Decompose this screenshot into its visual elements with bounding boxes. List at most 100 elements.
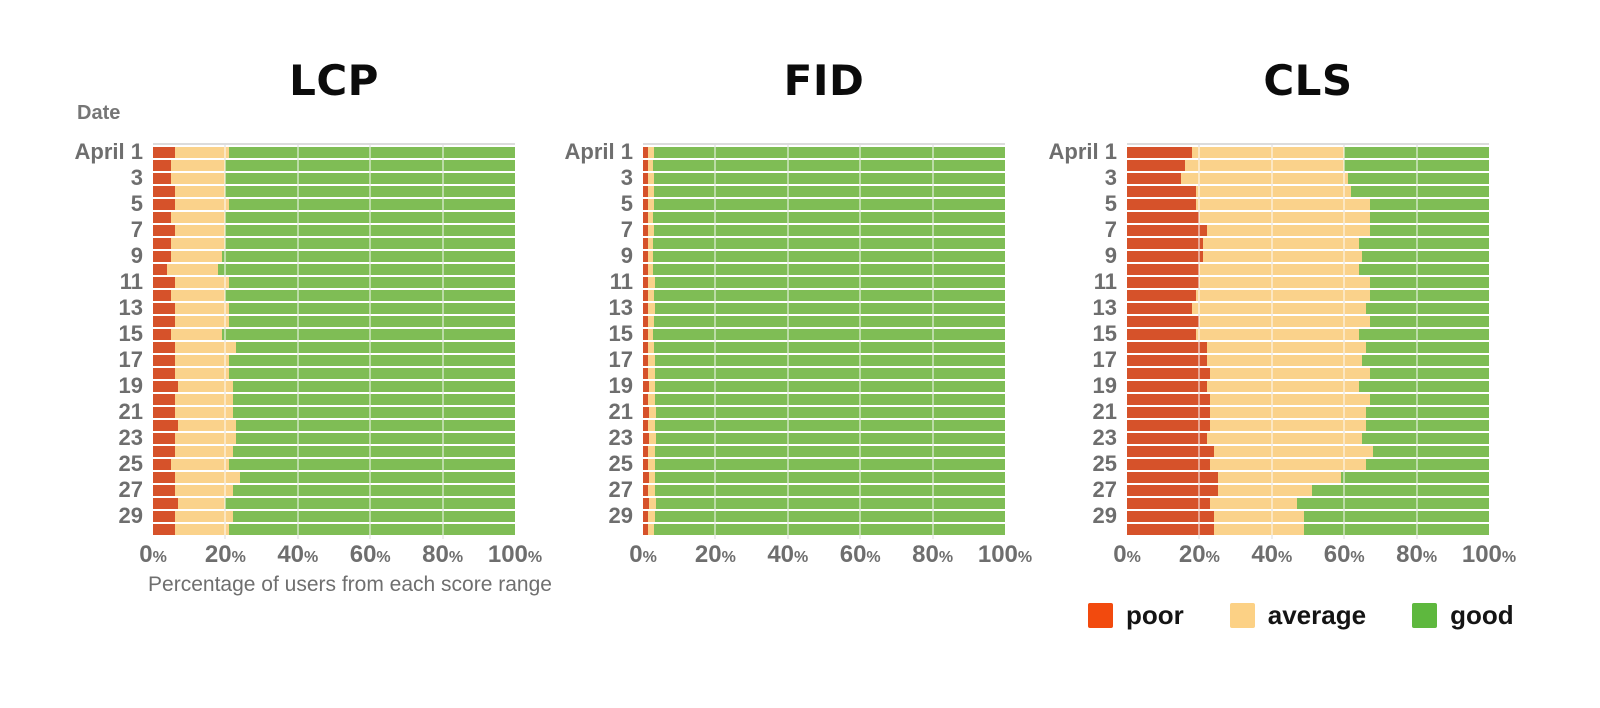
bar-row: [643, 459, 1005, 470]
bar-segment-poor: [643, 368, 649, 379]
bar-segment-poor: [1127, 433, 1207, 444]
bar-segment-poor: [153, 303, 175, 314]
bar-segment-poor: [153, 329, 172, 340]
bar-segment-good: [1340, 472, 1489, 483]
bar-segment-poor: [153, 225, 175, 236]
y-tick-label: 27: [608, 477, 633, 502]
bar-segment-good: [1365, 407, 1489, 418]
bar-segment-poor: [643, 212, 649, 223]
bar-row: [643, 160, 1005, 171]
bar-row: [153, 160, 515, 171]
bar-segment-poor: [153, 160, 172, 171]
y-tick-label: 19: [608, 373, 633, 398]
y-tick-label: 29: [1092, 503, 1117, 528]
percent-sign: %: [1278, 549, 1293, 566]
bar-segment-average: [648, 368, 655, 379]
bar-segment-poor: [1127, 160, 1185, 171]
bar-segment-poor: [1127, 290, 1196, 301]
x-tick-number: 40: [277, 541, 305, 568]
bar-segment-poor: [1127, 264, 1200, 275]
x-tick-label: 40%: [740, 541, 836, 569]
bar-segment-poor: [643, 238, 649, 249]
y-tick-label: 29: [118, 503, 143, 528]
bar-segment-good: [1365, 342, 1489, 353]
bar-segment-average: [648, 147, 654, 158]
bar-segment-average: [174, 394, 233, 405]
bar-row: [1127, 303, 1489, 314]
bar-segment-good: [236, 342, 515, 353]
percent-sign: %: [1205, 549, 1220, 566]
y-tick-label: 15: [1092, 321, 1117, 346]
bar-segment-average: [174, 368, 230, 379]
x-tick-number: 20: [694, 541, 722, 568]
y-tick-label: 13: [608, 295, 633, 320]
bar-segment-good: [218, 264, 515, 275]
percent-sign: %: [642, 549, 657, 566]
bar-segment-good: [654, 485, 1005, 496]
y-tick-label: 7: [130, 217, 143, 242]
bar-segment-average: [648, 511, 655, 522]
bar-segment-poor: [1127, 147, 1193, 158]
bar-row: [1127, 160, 1489, 171]
x-tick-label: 20%: [1151, 541, 1247, 569]
bar-segment-poor: [643, 225, 649, 236]
bar-segment-poor: [1127, 511, 1214, 522]
bar-row: [643, 316, 1005, 327]
bar-segment-poor: [153, 446, 175, 457]
bar-segment-good: [236, 433, 515, 444]
bar-row: [1127, 316, 1489, 327]
bar-segment-poor: [153, 186, 175, 197]
bar-segment-poor: [153, 485, 175, 496]
bar-segment-good: [1369, 394, 1489, 405]
bar-row: [643, 368, 1005, 379]
bar-row: [153, 186, 515, 197]
bar-segment-poor: [643, 446, 649, 457]
y-tick-label: 7: [1104, 217, 1117, 242]
x-tick-label: 40%: [1224, 541, 1320, 569]
x-tick-number: 80: [1396, 541, 1423, 568]
bar-segment-poor: [153, 381, 179, 392]
bar-segment-average: [1210, 407, 1366, 418]
bar-segment-average: [648, 394, 655, 405]
bar-segment-good: [225, 290, 515, 301]
bar-segment-poor: [153, 420, 179, 431]
bar-segment-poor: [1127, 329, 1196, 340]
bar-segment-good: [1358, 264, 1489, 275]
bar-segment-poor: [1127, 212, 1200, 223]
bar-segment-poor: [1127, 394, 1211, 405]
y-tick-label: 15: [118, 321, 143, 346]
bar-row: [643, 433, 1005, 444]
bar-segment-poor: [1127, 420, 1211, 431]
plot-area: [153, 143, 515, 539]
bar-segment-average: [1195, 329, 1359, 340]
percent-sign: %: [866, 549, 881, 566]
bar-row: [643, 303, 1005, 314]
bar-segment-average: [648, 381, 656, 392]
grid-line: [1198, 145, 1201, 539]
bar-segment-good: [655, 459, 1005, 470]
bar-row: [643, 199, 1005, 210]
bar-segment-good: [655, 498, 1005, 509]
legend-swatch-good: [1412, 603, 1438, 628]
bar-segment-average: [1195, 290, 1370, 301]
bar-segment-average: [174, 472, 240, 483]
bar-segment-good: [654, 277, 1005, 288]
bar-segment-good: [232, 446, 515, 457]
x-tick-label: 0%: [1079, 541, 1175, 569]
bar-segment-good: [1351, 186, 1489, 197]
bar-segment-average: [171, 251, 222, 262]
percent-sign: %: [1422, 549, 1438, 566]
bar-segment-good: [1362, 251, 1489, 262]
bar-segment-poor: [643, 355, 649, 366]
bar-segment-poor: [643, 524, 649, 535]
bar-segment-poor: [153, 511, 175, 522]
grid-line: [224, 145, 227, 539]
bar-segment-average: [1213, 446, 1374, 457]
bar-segment-poor: [643, 329, 649, 340]
bar-row: [153, 446, 515, 457]
legend-item-poor: poor: [1088, 600, 1184, 631]
bar-segment-poor: [153, 472, 175, 483]
bar-row: [153, 472, 515, 483]
x-tick-label: 60%: [812, 541, 908, 569]
